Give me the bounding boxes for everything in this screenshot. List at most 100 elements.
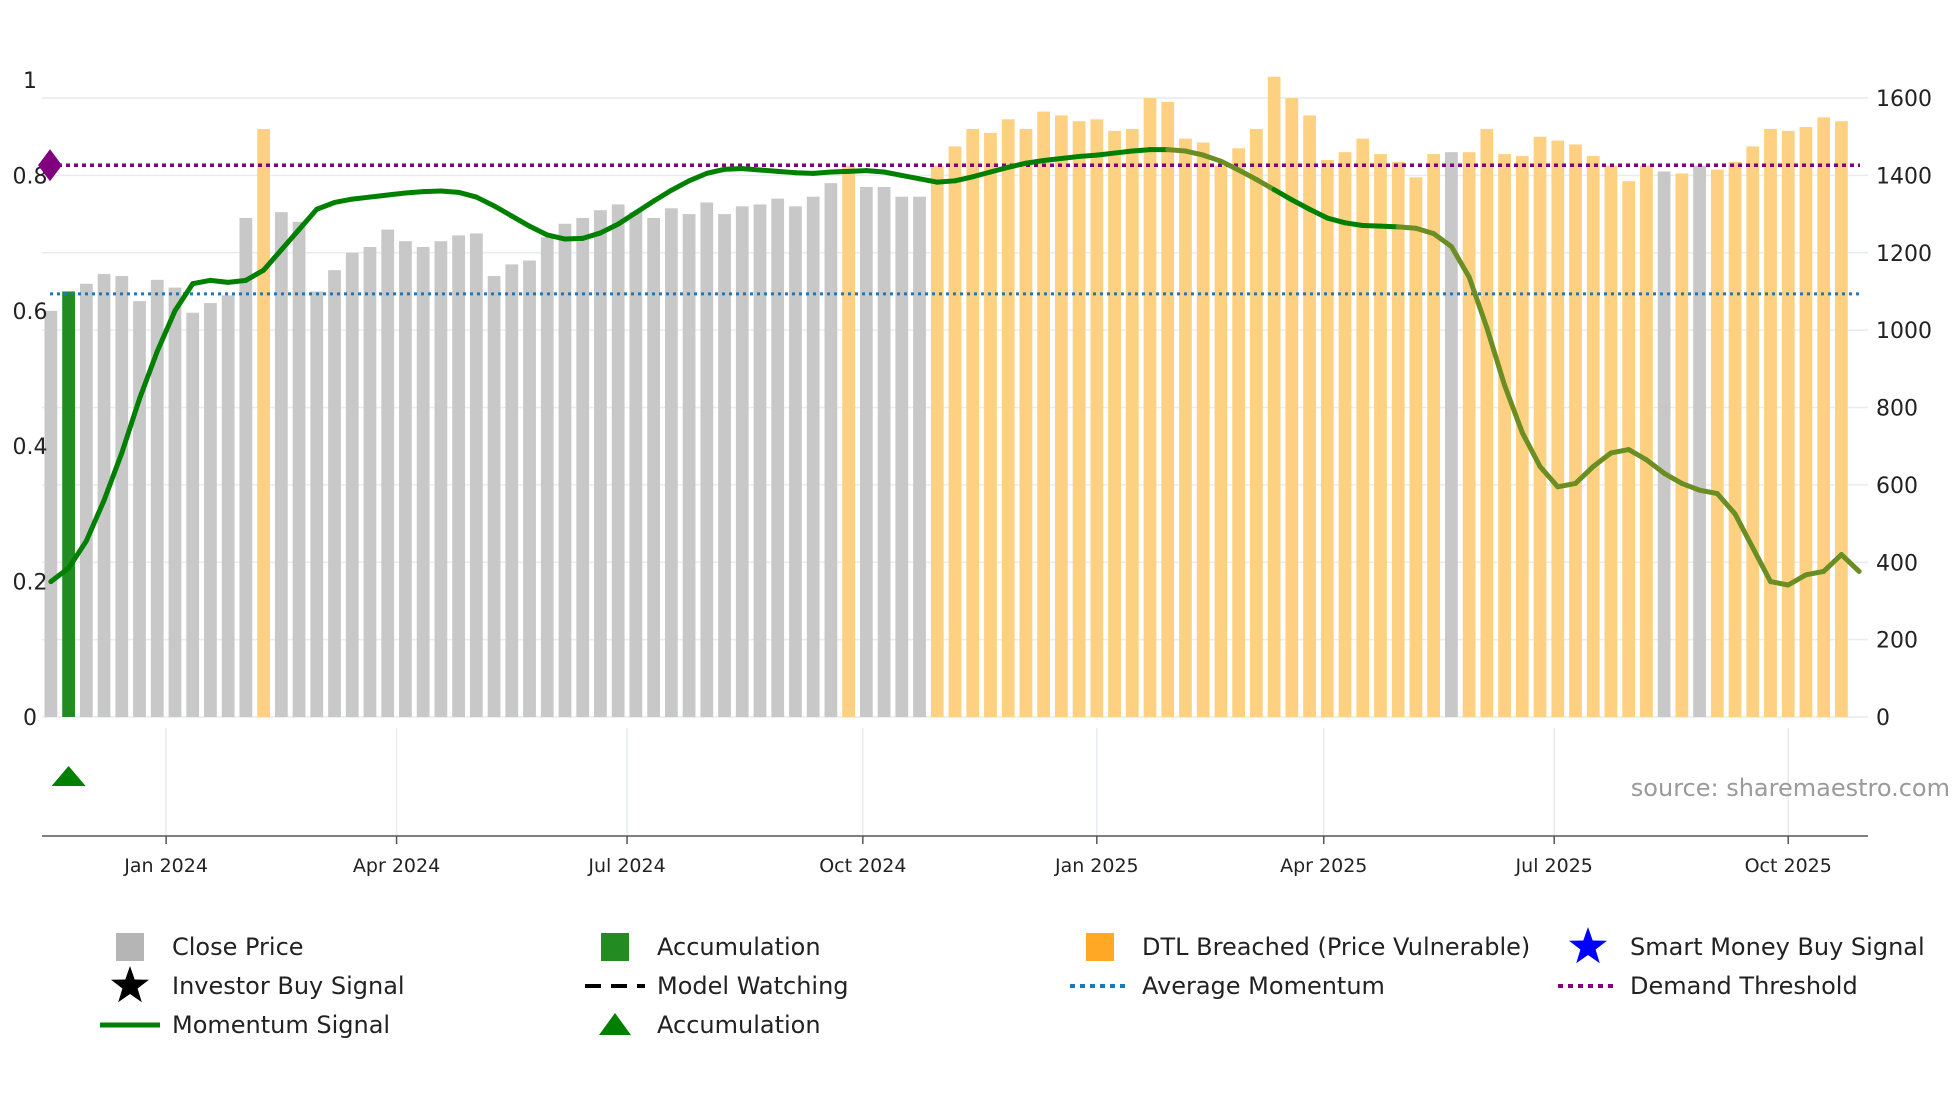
momentum-signal-segment xyxy=(633,198,657,216)
close-price-bar xyxy=(948,146,962,717)
momentum-signal-segment xyxy=(491,203,515,219)
close-price-bar xyxy=(168,287,182,717)
momentum-signal-segment xyxy=(1324,215,1348,226)
close-price-bar xyxy=(1569,144,1582,718)
close-price-bar xyxy=(239,217,253,717)
momentum-signal-segment xyxy=(137,348,160,402)
momentum-signal-segment xyxy=(1502,382,1525,436)
left-axis-tick-label: 0.2 xyxy=(13,571,48,596)
momentum-signal-segment xyxy=(1803,568,1827,578)
momentum-signal-segment xyxy=(1023,158,1047,166)
momentum-signal-segment xyxy=(1377,223,1401,230)
close-price-bar xyxy=(1462,152,1476,717)
momentum-signal-segment xyxy=(1537,464,1561,490)
momentum-signal-segment xyxy=(987,164,1011,175)
left-axis-tick-label: 0.6 xyxy=(13,300,48,325)
momentum-signal-segment xyxy=(456,189,479,200)
close-price-bar xyxy=(1303,115,1316,718)
legend-item: Smart Money Buy Signal xyxy=(1569,927,1925,964)
close-price-bar xyxy=(1728,161,1742,718)
close-price-bar xyxy=(1710,169,1724,717)
close-price-bar xyxy=(363,246,377,717)
legend-item: Momentum Signal xyxy=(100,1011,390,1039)
legend-item: Close Price xyxy=(116,933,304,961)
momentum-signal-segment xyxy=(1643,457,1667,476)
momentum-signal-segment xyxy=(278,227,302,253)
momentum-signal-segment xyxy=(1395,224,1419,231)
momentum-signal-segment xyxy=(1697,487,1720,497)
close-price-bar xyxy=(1781,130,1795,717)
close-price-bar xyxy=(1374,154,1387,717)
close-price-bar xyxy=(718,214,731,718)
momentum-signal-segment xyxy=(509,213,533,229)
momentum-signal-segment xyxy=(261,247,284,273)
momentum-signal-segment xyxy=(757,167,781,174)
close-price-bar xyxy=(292,221,306,717)
close-price-bar xyxy=(789,206,802,717)
momentum-signal-segment xyxy=(1289,197,1313,212)
momentum-signal-segment xyxy=(66,538,89,571)
x-axis-tick-label: Jan 2025 xyxy=(1054,855,1139,877)
momentum-signal-segment xyxy=(83,497,107,544)
close-price-bar xyxy=(505,264,519,717)
right-axis-tick-label: 1600 xyxy=(1876,87,1932,112)
momentum-signal-segment xyxy=(367,192,391,200)
axes xyxy=(42,835,1868,844)
legend-label: Accumulation xyxy=(657,933,821,961)
close-price-bar xyxy=(62,291,75,717)
momentum-signal-segment xyxy=(1129,147,1153,154)
close-price-bar xyxy=(984,132,997,718)
momentum-signal-segment xyxy=(651,187,674,204)
momentum-signal-segment xyxy=(314,199,338,212)
close-price-bar xyxy=(79,283,93,717)
momentum-signal-segment xyxy=(1165,147,1188,154)
close-price-bar xyxy=(576,217,590,717)
close-price-bar xyxy=(1143,98,1157,718)
momentum-signal-segment xyxy=(1058,153,1082,161)
momentum-signal-segment xyxy=(934,178,958,185)
close-price-bar xyxy=(1480,128,1494,717)
right-axis-tick-label: 1000 xyxy=(1876,319,1932,344)
legend-square-icon xyxy=(116,933,144,961)
close-price-bar xyxy=(1356,138,1370,718)
momentum-signal-segment xyxy=(899,172,923,182)
close-price-bar xyxy=(824,183,838,717)
close-price-bar xyxy=(399,241,412,717)
momentum-signal-segment xyxy=(1041,155,1064,164)
legend-item: Investor Buy Signal xyxy=(111,966,405,1003)
left-axis-tick-label: 0 xyxy=(23,706,37,731)
x-axis-tick-label: Jul 2025 xyxy=(1515,855,1593,877)
close-price-bar xyxy=(1054,115,1068,718)
momentum-signal-segment xyxy=(1342,220,1366,228)
close-price-bar xyxy=(647,217,661,717)
legend-label: Demand Threshold xyxy=(1630,972,1858,1000)
close-price-bar xyxy=(186,312,200,717)
momentum-signal-segment xyxy=(810,169,834,176)
close-price-bar xyxy=(1764,128,1777,717)
momentum-signal-segment xyxy=(48,565,72,585)
close-price-bar xyxy=(328,270,341,717)
momentum-signal-segment xyxy=(154,308,178,354)
legend-item: Accumulation xyxy=(599,1011,821,1039)
close-price-bar xyxy=(487,275,501,717)
legend-square-icon xyxy=(601,933,629,961)
close-price-bar xyxy=(1320,159,1334,717)
close-price-bar xyxy=(1019,128,1033,717)
close-price-bar xyxy=(434,241,448,717)
momentum-signal-segment xyxy=(1785,572,1809,588)
close-price-bar xyxy=(966,128,980,717)
momentum-signal-segment xyxy=(385,190,408,198)
close-price-bar xyxy=(257,128,270,717)
momentum-signal-segment xyxy=(1076,152,1100,159)
legend-star-icon xyxy=(1569,927,1607,964)
momentum-signal-segment xyxy=(473,194,497,209)
legend-label: Investor Buy Signal xyxy=(172,972,405,1000)
momentum-signal-segment xyxy=(722,166,745,172)
close-price-bar xyxy=(877,187,891,717)
close-price-bar xyxy=(806,196,820,718)
momentum-signal-segment xyxy=(1360,222,1383,229)
momentum-signal-segment xyxy=(1218,158,1242,173)
momentum-signal-segment xyxy=(1448,243,1472,280)
left-axis-tick-label: 1 xyxy=(23,69,37,94)
momentum-signal-segment xyxy=(1236,167,1259,182)
